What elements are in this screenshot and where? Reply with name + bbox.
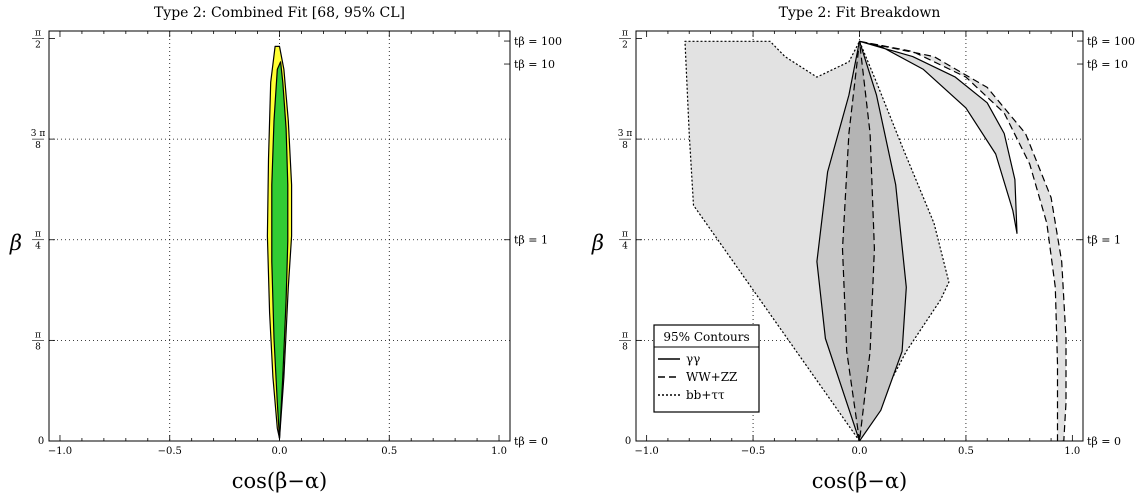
y-tick-denominator: 8 — [622, 342, 628, 352]
x-tick-label: −0.5 — [741, 446, 765, 457]
legend: 95% Contours γγ WW+ZZ bb+ττ — [653, 324, 760, 413]
x-axis-label: cos(β−α) — [812, 469, 907, 493]
legend-entry-label: WW+ZZ — [686, 370, 737, 384]
legend-box — [653, 324, 760, 413]
y-tick-numerator: π — [622, 28, 628, 38]
right-tick-label: tβ = 10 — [1087, 58, 1128, 71]
x-tick-label: 0.5 — [958, 446, 974, 457]
series-group — [684, 40, 1067, 441]
y-tick-numerator: π — [35, 230, 41, 240]
right-tick-label: tβ = 10 — [514, 58, 555, 71]
y-tick-denominator: 8 — [622, 141, 628, 151]
x-tick-label: −0.5 — [158, 446, 182, 457]
right-tick-label: tβ = 0 — [514, 435, 548, 448]
y-tick-label: 0 — [625, 436, 631, 447]
x-tick-label: 0.5 — [381, 446, 397, 457]
legend-entry-label: bb+ττ — [686, 388, 725, 402]
right-tick-label: tβ = 100 — [514, 35, 562, 48]
chart-title: Type 2: Fit Breakdown — [779, 5, 941, 21]
y-axis-label: β — [9, 231, 22, 255]
y-tick-numerator: 3 π — [618, 129, 633, 139]
x-tick-label: 1.0 — [1064, 446, 1080, 457]
y-tick-denominator: 4 — [35, 242, 41, 252]
x-tick-label: −1.0 — [634, 446, 658, 457]
y-tick-numerator: π — [35, 28, 41, 38]
y-tick-denominator: 8 — [35, 342, 41, 352]
y-axis-label: β — [591, 231, 604, 255]
y-tick-numerator: π — [622, 230, 628, 240]
series-group — [266, 45, 293, 439]
x-tick-label: 1.0 — [491, 446, 507, 457]
series-region-2 — [271, 61, 289, 439]
right-tick-label: tβ = 0 — [1087, 435, 1121, 448]
legend-entry-label: γγ — [686, 352, 700, 366]
y-tick-denominator: 4 — [622, 242, 628, 252]
right-tick-label: tβ = 1 — [1087, 234, 1121, 247]
y-tick-denominator: 2 — [622, 40, 628, 50]
series-region-4 — [858, 40, 1018, 234]
series-region-5 — [858, 40, 1067, 441]
right-tick-label: tβ = 1 — [514, 234, 548, 247]
x-axis-label: cos(β−α) — [232, 469, 327, 493]
x-tick-label: 0.0 — [852, 446, 868, 457]
chart-panel-1: −1.0 −0.5 0.0 0.5 1.0 0 π 8 π 4 3 π 8 π 2 tβ = 0 tβ = 1… — [9, 5, 562, 493]
y-tick-label: 0 — [38, 436, 44, 447]
x-tick-label: −1.0 — [48, 446, 72, 457]
y-tick-numerator: 3 π — [31, 129, 46, 139]
x-tick-label: 0.0 — [272, 446, 288, 457]
y-tick-numerator: π — [35, 330, 41, 340]
chart-title: Type 2: Combined Fit [68, 95% CL] — [154, 5, 405, 21]
y-tick-numerator: π — [622, 330, 628, 340]
chart-panel-2: −1.0 −0.5 0.0 0.5 1.0 0 π 8 π 4 3 π 8 π 2 tβ = 0 tβ = 1… — [591, 5, 1135, 493]
y-tick-denominator: 8 — [35, 141, 41, 151]
y-tick-denominator: 2 — [35, 40, 41, 50]
legend-title: 95% Contours — [663, 330, 749, 344]
right-tick-label: tβ = 100 — [1087, 35, 1135, 48]
